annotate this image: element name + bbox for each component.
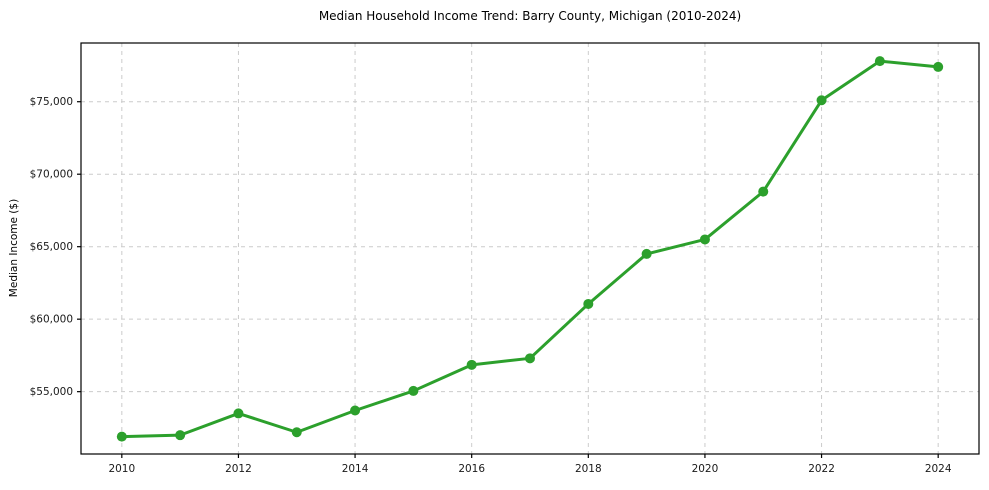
data-point-2022 — [816, 95, 827, 106]
x-tick-label: 2024 — [925, 463, 952, 475]
data-point-2010 — [116, 431, 127, 442]
y-tick-label: $65,000 — [30, 241, 73, 253]
plot-area — [81, 43, 979, 454]
data-point-2011 — [175, 430, 186, 441]
x-tick-label: 2018 — [575, 463, 602, 475]
x-tick-label: 2014 — [342, 463, 369, 475]
y-tick-label: $55,000 — [30, 386, 73, 398]
data-point-2016 — [466, 359, 477, 370]
chart-title: Median Household Income Trend: Barry Cou… — [318, 9, 742, 23]
y-tick-label: $70,000 — [30, 169, 73, 181]
y-tick-label: $60,000 — [30, 314, 73, 326]
x-tick-label: 2016 — [458, 463, 485, 475]
data-point-2017 — [525, 353, 535, 364]
x-tick-label: 2020 — [692, 463, 719, 475]
data-point-2021 — [758, 186, 769, 197]
data-point-2023 — [874, 56, 885, 67]
data-point-2024 — [933, 61, 944, 72]
data-point-2019 — [641, 248, 652, 259]
data-point-2015 — [408, 385, 419, 396]
x-tick-label: 2010 — [108, 463, 135, 475]
data-point-2012 — [233, 408, 244, 419]
data-point-2018 — [583, 298, 594, 309]
data-point-2013 — [291, 427, 302, 438]
x-tick-label: 2012 — [225, 463, 252, 475]
y-tick-label: $75,000 — [30, 96, 73, 108]
data-point-2014 — [350, 405, 361, 416]
plot-border — [80, 42, 980, 455]
x-tick-label: 2022 — [808, 463, 835, 475]
y-axis-title: Median Income ($) — [8, 198, 20, 298]
data-point-2020 — [699, 234, 710, 245]
